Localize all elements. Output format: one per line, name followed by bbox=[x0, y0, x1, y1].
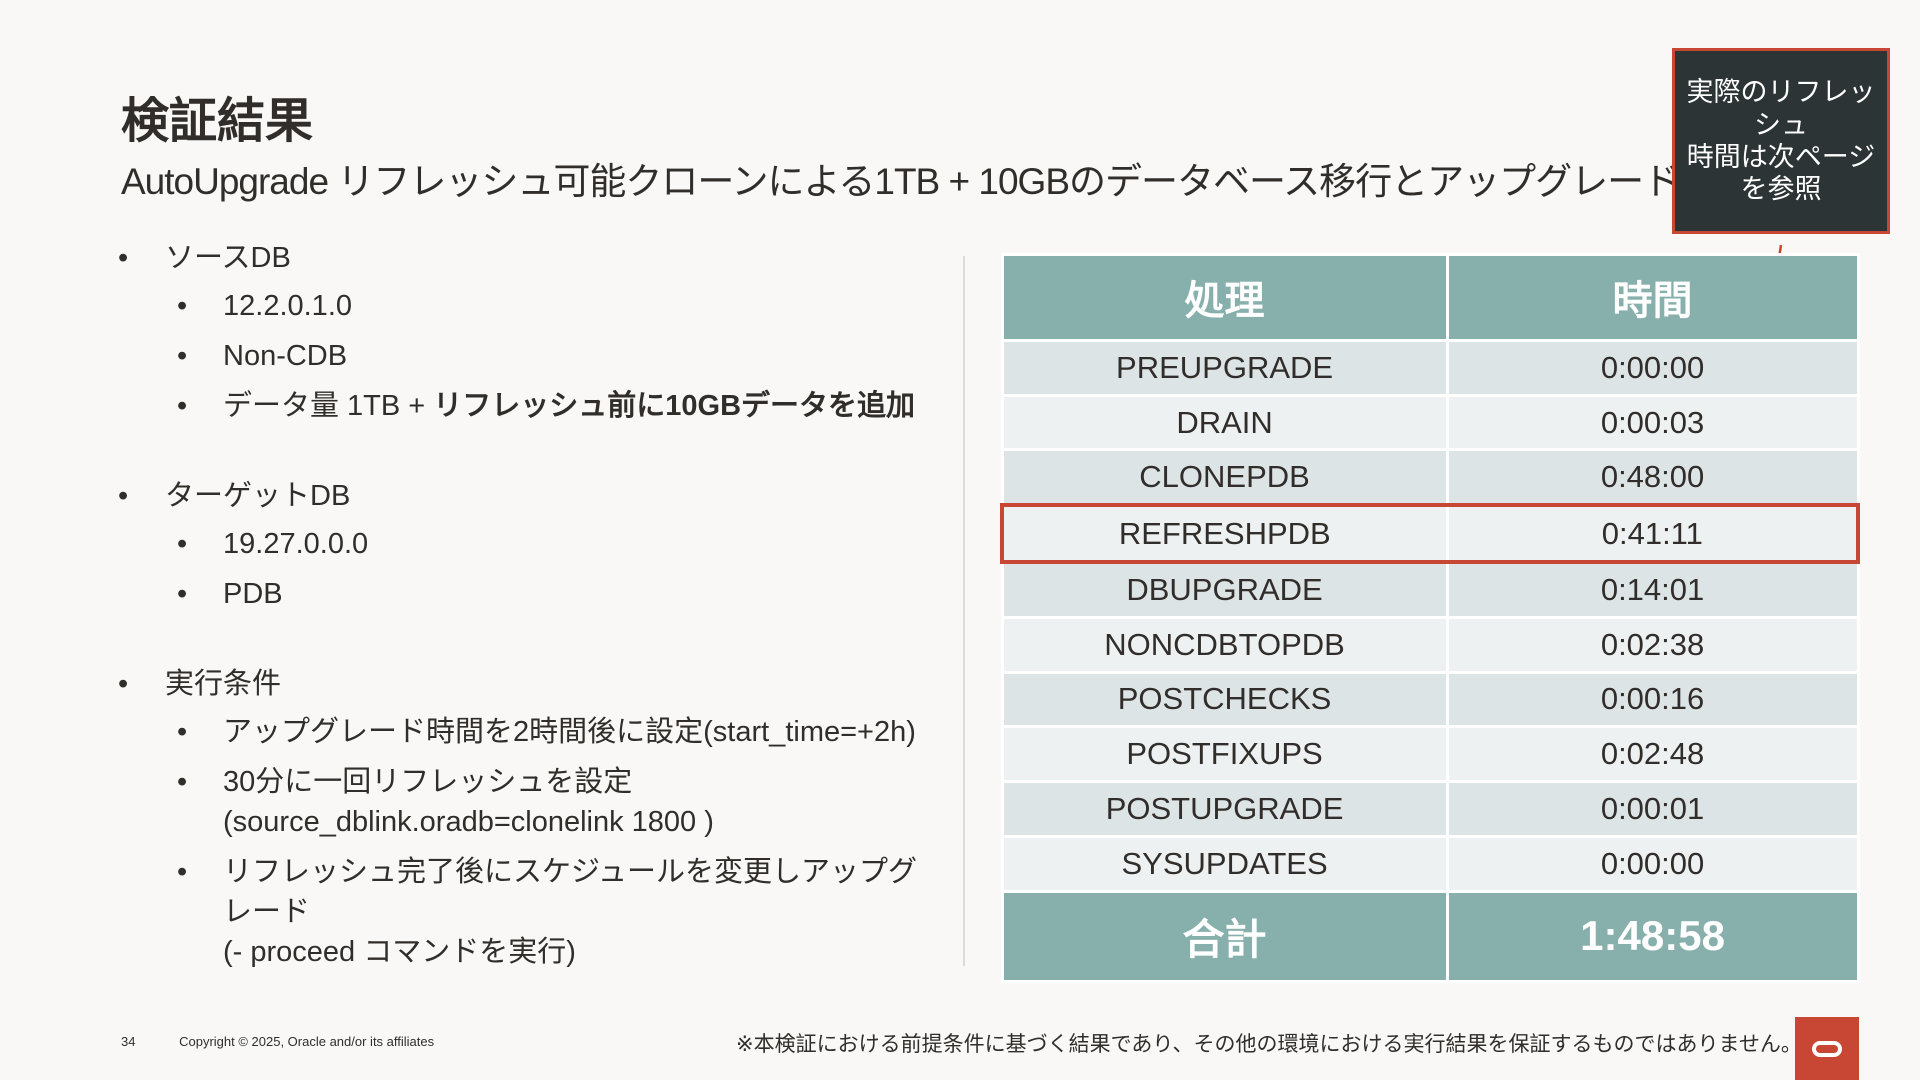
table-row: DBUPGRADE 0:14:01 bbox=[1000, 560, 1860, 619]
page-title: 検証結果 bbox=[121, 95, 314, 148]
exec-conditions-group: 実行条件 アップグレード時間を2時間後に設定(start_time=+2h) 3… bbox=[110, 666, 930, 972]
process-cell: CLONEPDB bbox=[1000, 448, 1449, 507]
process-cell: POSTFIXUPS bbox=[1000, 725, 1449, 784]
timing-table: 処理 時間 PREUPGRADE 0:00:00 DRAIN 0:00:03 C… bbox=[999, 253, 1860, 984]
exec-condition-1: アップグレード時間を2時間後に設定(start_time=+2h) bbox=[110, 712, 930, 752]
conditions-list: ソースDB 12.2.0.1.0 Non-CDB データ量 1TB + リフレッ… bbox=[110, 240, 930, 1024]
table-row: POSTCHECKS 0:00:16 bbox=[1000, 670, 1860, 729]
time-cell: 0:00:00 bbox=[1445, 338, 1860, 397]
table-row: POSTFIXUPS 0:02:48 bbox=[1000, 725, 1860, 784]
disclaimer-text: ※本検証における前提条件に基づく結果であり、その他の環境における実行結果を保証す… bbox=[736, 1033, 1802, 1056]
table-row: SYSUPDATES 0:00:00 bbox=[1000, 835, 1860, 893]
target-db-label: ターゲットDB bbox=[110, 478, 930, 514]
exec-condition-3: リフレッシュ完了後にスケジュールを変更しアップグレード (- proceed コ… bbox=[110, 852, 930, 972]
process-cell: DBUPGRADE bbox=[1000, 560, 1449, 619]
time-cell: 0:00:00 bbox=[1445, 835, 1860, 893]
source-db-version: 12.2.0.1.0 bbox=[110, 286, 930, 326]
data-size-bold-text: リフレッシュ前に10GBデータを追加 bbox=[433, 390, 916, 422]
page-subtitle: AutoUpgrade リフレッシュ可能クローンによる1TB + 10GBのデー… bbox=[121, 161, 1680, 202]
oracle-logo-icon bbox=[1812, 1040, 1842, 1057]
note-callout: 実際のリフレッシュ 時間は次ページ を参照 bbox=[1672, 48, 1890, 234]
time-cell: 0:00:16 bbox=[1445, 670, 1860, 729]
total-time: 1:48:58 bbox=[1445, 889, 1860, 984]
table-row: NONCDBTOPDB 0:02:38 bbox=[1000, 615, 1860, 674]
target-db-type: PDB bbox=[110, 574, 930, 614]
column-divider bbox=[963, 256, 965, 966]
table-total-row: 合計 1:48:58 bbox=[1000, 889, 1860, 984]
time-cell: 0:00:01 bbox=[1445, 780, 1860, 839]
time-cell: 0:02:48 bbox=[1445, 725, 1860, 784]
exec-condition-2: 30分に一回リフレッシュを設定 (source_dblink.oradb=clo… bbox=[110, 762, 930, 842]
table-row: DRAIN 0:00:03 bbox=[1000, 393, 1860, 452]
process-cell: POSTCHECKS bbox=[1000, 670, 1449, 729]
table-row: CLONEPDB 0:48:00 bbox=[1000, 448, 1860, 507]
time-cell: 0:02:38 bbox=[1445, 615, 1860, 674]
source-db-label: ソースDB bbox=[110, 240, 930, 276]
table-header-row: 処理 時間 bbox=[1000, 253, 1860, 342]
exec-condition-3-line2: (- proceed コマンドを実行) bbox=[223, 936, 576, 968]
copyright-text: Copyright © 2025, Oracle and/or its affi… bbox=[179, 1034, 435, 1049]
table-row: PREUPGRADE 0:00:00 bbox=[1000, 338, 1860, 397]
process-cell: SYSUPDATES bbox=[1000, 835, 1449, 893]
source-db-data-size: データ量 1TB + リフレッシュ前に10GBデータを追加 bbox=[110, 386, 930, 426]
exec-conditions-label: 実行条件 bbox=[110, 666, 930, 702]
process-cell: NONCDBTOPDB bbox=[1000, 615, 1449, 674]
exec-condition-2-line2: (source_dblink.oradb=clonelink 1800 ) bbox=[223, 806, 714, 838]
table-row: POSTUPGRADE 0:00:01 bbox=[1000, 780, 1860, 839]
total-label: 合計 bbox=[1000, 889, 1449, 984]
data-size-text: データ量 1TB + bbox=[223, 390, 434, 422]
process-cell: PREUPGRADE bbox=[1000, 338, 1449, 397]
process-cell: POSTUPGRADE bbox=[1000, 780, 1449, 839]
footer: 34 Copyright © 2025, Oracle and/or its a… bbox=[121, 1034, 434, 1049]
table-row-highlighted: REFRESHPDB 0:41:11 bbox=[999, 503, 1860, 564]
time-cell: 0:48:00 bbox=[1445, 448, 1860, 507]
oracle-logo bbox=[1795, 1017, 1859, 1080]
time-cell: 0:41:11 bbox=[1445, 503, 1860, 564]
target-db-version: 19.27.0.0.0 bbox=[110, 524, 930, 564]
header-time: 時間 bbox=[1445, 253, 1860, 342]
target-db-group: ターゲットDB 19.27.0.0.0 PDB bbox=[110, 478, 930, 614]
exec-condition-2-line1: 30分に一回リフレッシュを設定 bbox=[223, 766, 633, 798]
exec-condition-3-line1: リフレッシュ完了後にスケジュールを変更しアップグレード bbox=[223, 856, 917, 928]
source-db-type: Non-CDB bbox=[110, 336, 930, 376]
page-number: 34 bbox=[121, 1034, 136, 1049]
source-db-group: ソースDB 12.2.0.1.0 Non-CDB データ量 1TB + リフレッ… bbox=[110, 240, 930, 426]
time-cell: 0:00:03 bbox=[1445, 393, 1860, 452]
process-cell: DRAIN bbox=[1000, 393, 1449, 452]
time-cell: 0:14:01 bbox=[1445, 560, 1860, 619]
header-process: 処理 bbox=[1000, 253, 1449, 342]
process-cell: REFRESHPDB bbox=[999, 503, 1449, 564]
